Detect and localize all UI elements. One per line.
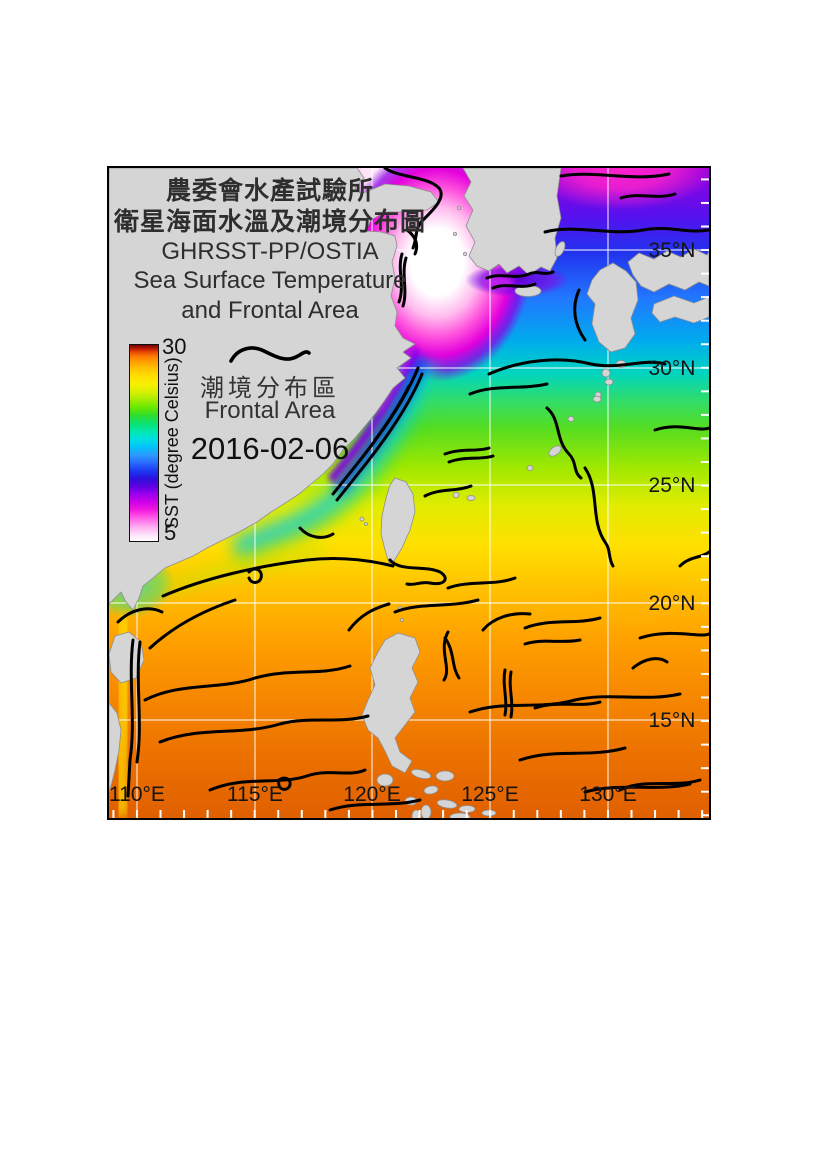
title-en-line2: and Frontal Area xyxy=(181,296,359,324)
longitude-ticks xyxy=(112,810,704,818)
landmasses xyxy=(109,168,709,818)
lat-label: 30°N xyxy=(649,357,696,380)
colorbar-min-label: 5 xyxy=(164,520,177,545)
lon-label: 110°E xyxy=(109,783,165,806)
title-zh-line1: 農委會水產試驗所 xyxy=(165,177,374,205)
frontal-line-legend-icon xyxy=(229,346,311,363)
frontal-lines xyxy=(116,168,709,812)
land-china-mainland xyxy=(109,168,440,611)
sst-map-canvas: 110°E 115°E 120°E 125°E 130°E 35°N 30°N … xyxy=(109,168,709,818)
title-product: GHRSST-PP/OSTIA xyxy=(161,238,379,265)
land-okinawa xyxy=(548,445,562,457)
frontal-area-label-zh: 潮境分布區 xyxy=(200,375,340,402)
sst-colorbar xyxy=(129,344,159,542)
land-hainan xyxy=(109,631,145,684)
land-tsushima xyxy=(554,241,566,257)
lat-label: 35°N xyxy=(649,239,696,262)
graticule-labels: 110°E 115°E 120°E 125°E 130°E 35°N 30°N … xyxy=(109,239,695,806)
map-date: 2016-02-06 xyxy=(190,431,350,466)
lon-label: 130°E xyxy=(579,783,636,806)
land-luzon xyxy=(361,632,421,774)
lon-label: 115°E xyxy=(227,783,283,806)
colorbar-max-label: 30 xyxy=(162,334,187,359)
lat-label: 15°N xyxy=(649,709,696,732)
land-kyushu xyxy=(586,262,639,353)
land-honshu xyxy=(627,248,709,293)
title-en-line1: Sea Surface Temperature xyxy=(133,267,407,295)
sst-map: 110°E 115°E 120°E 125°E 130°E 35°N 30°N … xyxy=(107,166,711,820)
land-korea xyxy=(462,168,562,276)
lon-label: 125°E xyxy=(461,783,518,806)
latitude-ticks xyxy=(701,178,709,817)
land-vietnam xyxy=(109,702,122,793)
lat-label: 20°N xyxy=(649,592,696,615)
frontal-area-label-en: Frontal Area xyxy=(204,397,336,424)
title-block: 農委會水產試驗所 衛星海面水溫及潮境分布圖 GHRSST-PP/OSTIA Se… xyxy=(109,176,431,325)
title-zh-line2: 衛星海面水溫及潮境分布圖 xyxy=(113,207,426,236)
lat-label: 25°N xyxy=(649,474,696,497)
lon-label: 120°E xyxy=(343,783,400,806)
